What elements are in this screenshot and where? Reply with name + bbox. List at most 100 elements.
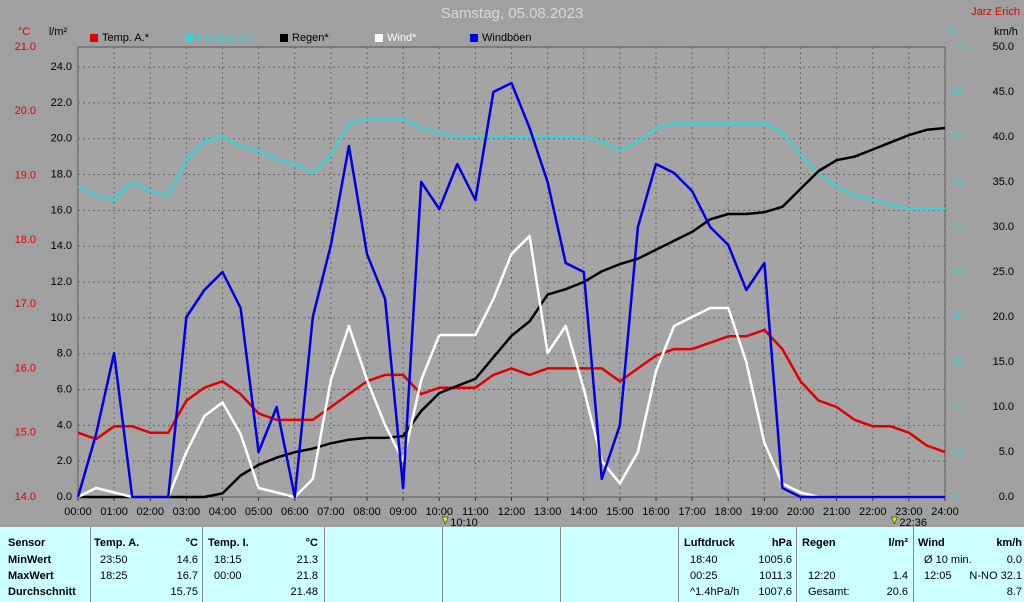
x-tick-label: 10:00 [425, 506, 453, 518]
y3-tick-label: 70 [952, 176, 964, 188]
y-tick-label: 20.0 [15, 105, 36, 117]
section-unit: l/m² [888, 537, 908, 549]
legend-label: Wind* [387, 32, 417, 44]
y4-tick-label: 45.0 [993, 86, 1014, 98]
section-unit: °C [305, 537, 318, 549]
y-tick-label: 21.0 [15, 41, 36, 53]
series-line [78, 126, 946, 499]
y2-tick-label: 0.0 [57, 491, 72, 503]
y-tick-label: 17.0 [15, 298, 36, 310]
y4-tick-label: 5.0 [999, 446, 1014, 458]
row-label: MaxWert [8, 570, 54, 582]
legend-swatch [280, 34, 288, 42]
cell-value: 21.3 [296, 554, 318, 566]
y4-tick-label: 50.0 [993, 41, 1014, 53]
y2-tick-label: 20.0 [51, 133, 72, 145]
x-tick-label: 21:00 [823, 506, 851, 518]
x-tick-label: 05:00 [245, 506, 273, 518]
legend-label: Windböen [482, 32, 532, 44]
column-separator [560, 527, 561, 602]
legend-swatch [375, 34, 383, 42]
y2-tick-label: 12.0 [51, 276, 72, 288]
y3-tick-label: 40 [952, 311, 964, 323]
x-tick-label: 07:00 [317, 506, 345, 518]
x-tick-label: 12:00 [498, 506, 526, 518]
x-tick-label: 16:00 [642, 506, 670, 518]
x-tick-label: 09:00 [389, 506, 417, 518]
x-tick-label: 19:00 [751, 506, 779, 518]
y-tick-label: 14.0 [15, 491, 36, 503]
y3-tick-label: 90 [952, 86, 964, 98]
legend-label: Regen* [292, 32, 329, 44]
y3-tick-label: 80 [952, 131, 964, 143]
x-tick-label: 03:00 [173, 506, 201, 518]
cell-value: 20.6 [886, 586, 908, 598]
y4-axis-unit: km/h [994, 26, 1018, 38]
y4-tick-label: 15.0 [993, 356, 1014, 368]
y4-tick-label: 40.0 [993, 131, 1014, 143]
y3-tick-label: 30 [952, 356, 964, 368]
cell-value: 1007.6 [758, 586, 792, 598]
y-tick-label: 18.0 [15, 234, 36, 246]
row-label: Durchschnitt [8, 586, 76, 598]
section-unit: °C [185, 537, 198, 549]
y3-tick-label: 10 [952, 446, 964, 458]
series-line [76, 81, 945, 499]
y2-tick-label: 6.0 [57, 383, 72, 395]
legend-label: Feuchte A.* [197, 32, 255, 44]
series-line [77, 234, 945, 499]
chart: Samstag, 05.08.2023 Jarz Erich °C l/m² %… [15, 5, 1020, 527]
author: Jarz Erich [971, 6, 1020, 18]
summary-table: Sensor MinWert MaxWert Durchschnitt Temp. A.… [0, 527, 1024, 602]
annotation-marker [891, 516, 898, 525]
y4-tick-label: 30.0 [993, 221, 1014, 233]
x-tick-label: 02:00 [136, 506, 164, 518]
annotation-label: 10:10 [450, 517, 478, 527]
series-line [77, 117, 945, 211]
y-tick-label: 15.0 [15, 427, 36, 439]
cell-time: 00:25 [690, 570, 718, 582]
y3-tick-label: 20 [952, 401, 964, 413]
cell-time: 18:40 [690, 554, 718, 566]
y4-tick-label: 35.0 [993, 176, 1014, 188]
y3-tick-label: 60 [952, 221, 964, 233]
cell-time: 12:05 [924, 570, 952, 582]
y2-tick-label: 24.0 [51, 61, 72, 73]
section-header: Regen [802, 537, 836, 549]
y2-tick-label: 18.0 [51, 168, 72, 180]
chart-title: Samstag, 05.08.2023 [441, 5, 584, 22]
x-tick-label: 13:00 [534, 506, 562, 518]
x-tick-label: 18:00 [714, 506, 742, 518]
y4-tick-label: 10.0 [993, 401, 1014, 413]
y3-tick-label: 50 [952, 266, 964, 278]
legend-label: Temp. A.* [102, 32, 150, 44]
column-separator [90, 527, 91, 602]
column-separator [796, 527, 797, 602]
y3-axis-unit: % [947, 26, 957, 38]
legend-swatch [470, 34, 478, 42]
x-tick-label: 08:00 [353, 506, 381, 518]
y2-tick-label: 22.0 [51, 97, 72, 109]
cell-time: ^1.4hPa/h [690, 586, 740, 598]
y-tick-label: 16.0 [15, 362, 36, 374]
cell-value: 15.75 [170, 586, 198, 598]
legend-swatch [185, 34, 193, 42]
section-header: Temp. I. [208, 537, 249, 549]
x-tick-label: 15:00 [606, 506, 634, 518]
annotation-label: 22:36 [899, 517, 927, 527]
cell-time: 18:25 [100, 570, 128, 582]
y2-tick-label: 2.0 [57, 455, 72, 467]
x-tick-label: 14:00 [570, 506, 598, 518]
section-header: Wind [918, 537, 945, 549]
legend-swatch [90, 34, 98, 42]
x-tick-label: 20:00 [787, 506, 815, 518]
cell-value: 1.4 [892, 570, 908, 582]
x-tick-label: 24:00 [931, 506, 959, 518]
y2-axis-unit: l/m² [49, 26, 68, 38]
x-tick-label: 22:00 [859, 506, 887, 518]
section-header: Luftdruck [684, 537, 735, 549]
x-tick-label: 04:00 [209, 506, 237, 518]
x-tick-label: 06:00 [281, 506, 309, 518]
x-tick-label: 01:00 [100, 506, 128, 518]
